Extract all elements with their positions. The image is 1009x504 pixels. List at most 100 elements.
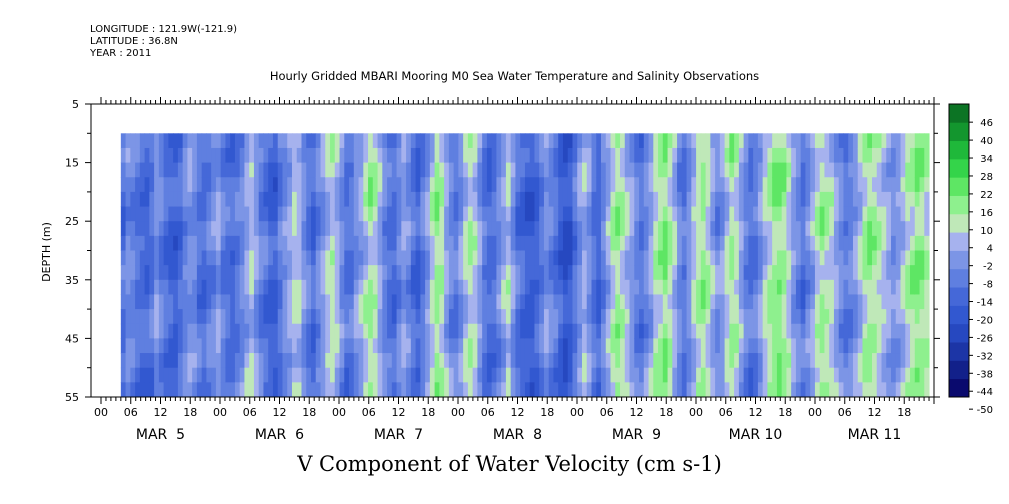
heatmap-cell	[448, 206, 455, 222]
heatmap-cell	[700, 265, 707, 281]
heatmap-cell	[401, 177, 407, 193]
heatmap-cell	[700, 235, 707, 251]
heatmap-cell	[772, 367, 778, 383]
heatmap-cell	[130, 323, 136, 339]
heatmap-cell	[277, 309, 283, 325]
heatmap-cell	[154, 147, 160, 164]
heatmap-cell	[838, 133, 844, 149]
heatmap-cell	[757, 177, 764, 193]
heatmap-cell	[410, 147, 417, 164]
x-hour-label: 00	[570, 406, 584, 419]
heatmap-cell	[239, 133, 245, 149]
heatmap-cell	[448, 338, 455, 354]
heatmap-cell	[910, 221, 916, 237]
heatmap-cell	[667, 147, 673, 164]
heatmap-cell	[306, 147, 312, 164]
heatmap-cell	[772, 250, 778, 266]
heatmap-cell	[891, 309, 897, 325]
heatmap-cell	[905, 323, 911, 339]
heatmap-cell	[524, 177, 531, 193]
heatmap-cell	[372, 221, 379, 237]
heatmap-cell	[791, 323, 797, 339]
heatmap-cell	[919, 133, 925, 149]
heatmap-cell	[496, 353, 502, 369]
heatmap-cell	[158, 338, 165, 354]
heatmap-cell	[196, 250, 203, 266]
colorbar-label: -32	[977, 351, 993, 362]
heatmap-cell	[553, 250, 559, 266]
heatmap-cell	[173, 162, 179, 178]
heatmap-cell	[139, 382, 146, 398]
heatmap-cell	[154, 294, 160, 310]
heatmap-cell	[757, 147, 764, 164]
heatmap-cell	[306, 265, 312, 281]
heatmap-cell	[900, 221, 906, 237]
heatmap-cell	[368, 191, 374, 208]
heatmap-cell	[843, 367, 849, 383]
x-hour-label: 12	[749, 406, 763, 419]
heatmap-cell	[629, 382, 635, 398]
heatmap-cell	[339, 221, 345, 237]
heatmap-cell	[924, 309, 930, 325]
heatmap-cell	[553, 382, 559, 398]
heatmap-cell	[776, 206, 783, 222]
heatmap-cell	[253, 221, 260, 237]
heatmap-cell	[543, 206, 550, 222]
heatmap-cell	[401, 323, 407, 339]
heatmap-cell	[287, 265, 293, 281]
heatmap-cell	[681, 367, 688, 383]
heatmap-cell	[895, 338, 902, 354]
heatmap-cell	[486, 382, 493, 398]
heatmap-cell	[334, 177, 341, 193]
heatmap-cell	[843, 382, 849, 398]
heatmap-cell	[881, 177, 887, 193]
heatmap-cell	[819, 338, 825, 354]
heatmap-cell	[743, 235, 749, 251]
heatmap-cell	[667, 309, 673, 325]
heatmap-cell	[491, 235, 497, 251]
heatmap-cell	[382, 309, 388, 325]
heatmap-cell	[420, 367, 426, 383]
heatmap-cell	[315, 353, 321, 369]
heatmap-cell	[125, 353, 131, 369]
heatmap-cell	[453, 221, 459, 237]
heatmap-cell	[672, 382, 678, 398]
heatmap-cell	[496, 338, 502, 354]
heatmap-cell	[135, 235, 141, 251]
heatmap-cell	[886, 265, 892, 281]
heatmap-cell	[601, 279, 607, 295]
heatmap-cell	[434, 338, 440, 354]
heatmap-cell	[291, 235, 298, 251]
heatmap-cell	[601, 250, 607, 266]
heatmap-cell	[810, 323, 816, 339]
heatmap-cell	[135, 250, 141, 266]
heatmap-cell	[334, 147, 341, 164]
heatmap-cell	[862, 294, 868, 310]
heatmap-cell	[467, 133, 474, 149]
heatmap-cell	[881, 382, 887, 398]
heatmap-cell	[477, 206, 483, 222]
heatmap-cell	[629, 162, 635, 178]
heatmap-cell	[396, 323, 402, 339]
x-hour-label: 18	[183, 406, 197, 419]
heatmap-cell	[387, 250, 393, 266]
heatmap-cell	[144, 250, 150, 266]
heatmap-cell	[558, 221, 564, 237]
heatmap-cell	[520, 265, 526, 281]
heatmap-cell	[130, 177, 136, 193]
heatmap-cell	[862, 206, 868, 222]
heatmap-cell	[382, 353, 388, 369]
heatmap-cell	[268, 353, 274, 369]
heatmap-cell	[791, 191, 797, 208]
heatmap-cell	[220, 294, 226, 310]
heatmap-cell	[567, 206, 573, 222]
heatmap-cell	[330, 250, 336, 266]
heatmap-cell	[515, 162, 521, 178]
heatmap-cell	[315, 206, 321, 222]
heatmap-cell	[320, 367, 326, 383]
heatmap-cell	[211, 177, 217, 193]
heatmap-cell	[196, 206, 203, 222]
heatmap-cell	[876, 294, 882, 310]
heatmap-cell	[629, 323, 635, 339]
heatmap-cell	[477, 147, 483, 164]
